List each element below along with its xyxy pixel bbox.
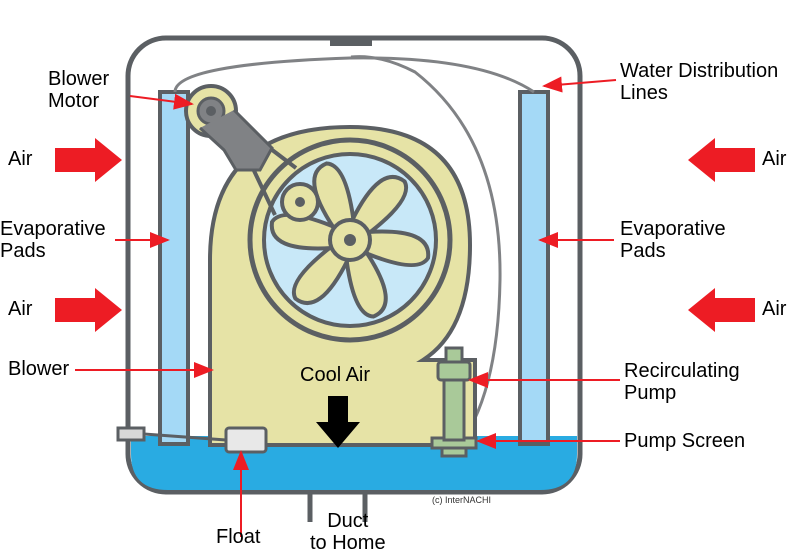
air-arrow: [688, 288, 755, 332]
air-arrow: [688, 138, 755, 182]
label-recirc-pump: RecirculatingPump: [624, 360, 740, 404]
label-water-dist: Water DistributionLines: [620, 60, 778, 104]
label-blower: Blower: [8, 358, 69, 380]
label-air-left-top: Air: [8, 148, 32, 170]
label-air-right-bottom: Air: [762, 298, 786, 320]
air-arrow: [55, 288, 122, 332]
label-evap-pads-right: EvaporativePads: [620, 218, 726, 262]
label-air-right-top: Air: [762, 148, 786, 170]
label-evap-pads-left: EvaporativePads: [0, 218, 106, 262]
label-blower-motor: BlowerMotor: [48, 68, 109, 112]
label-pump-screen: Pump Screen: [624, 430, 745, 452]
label-float: Float: [216, 526, 260, 548]
air-arrow: [55, 138, 122, 182]
label-cool-air: Cool Air: [300, 364, 370, 386]
label-duct: Ductto Home: [310, 510, 386, 554]
copyright: (c) InterNACHI: [432, 495, 491, 505]
label-air-left-bottom: Air: [8, 298, 32, 320]
